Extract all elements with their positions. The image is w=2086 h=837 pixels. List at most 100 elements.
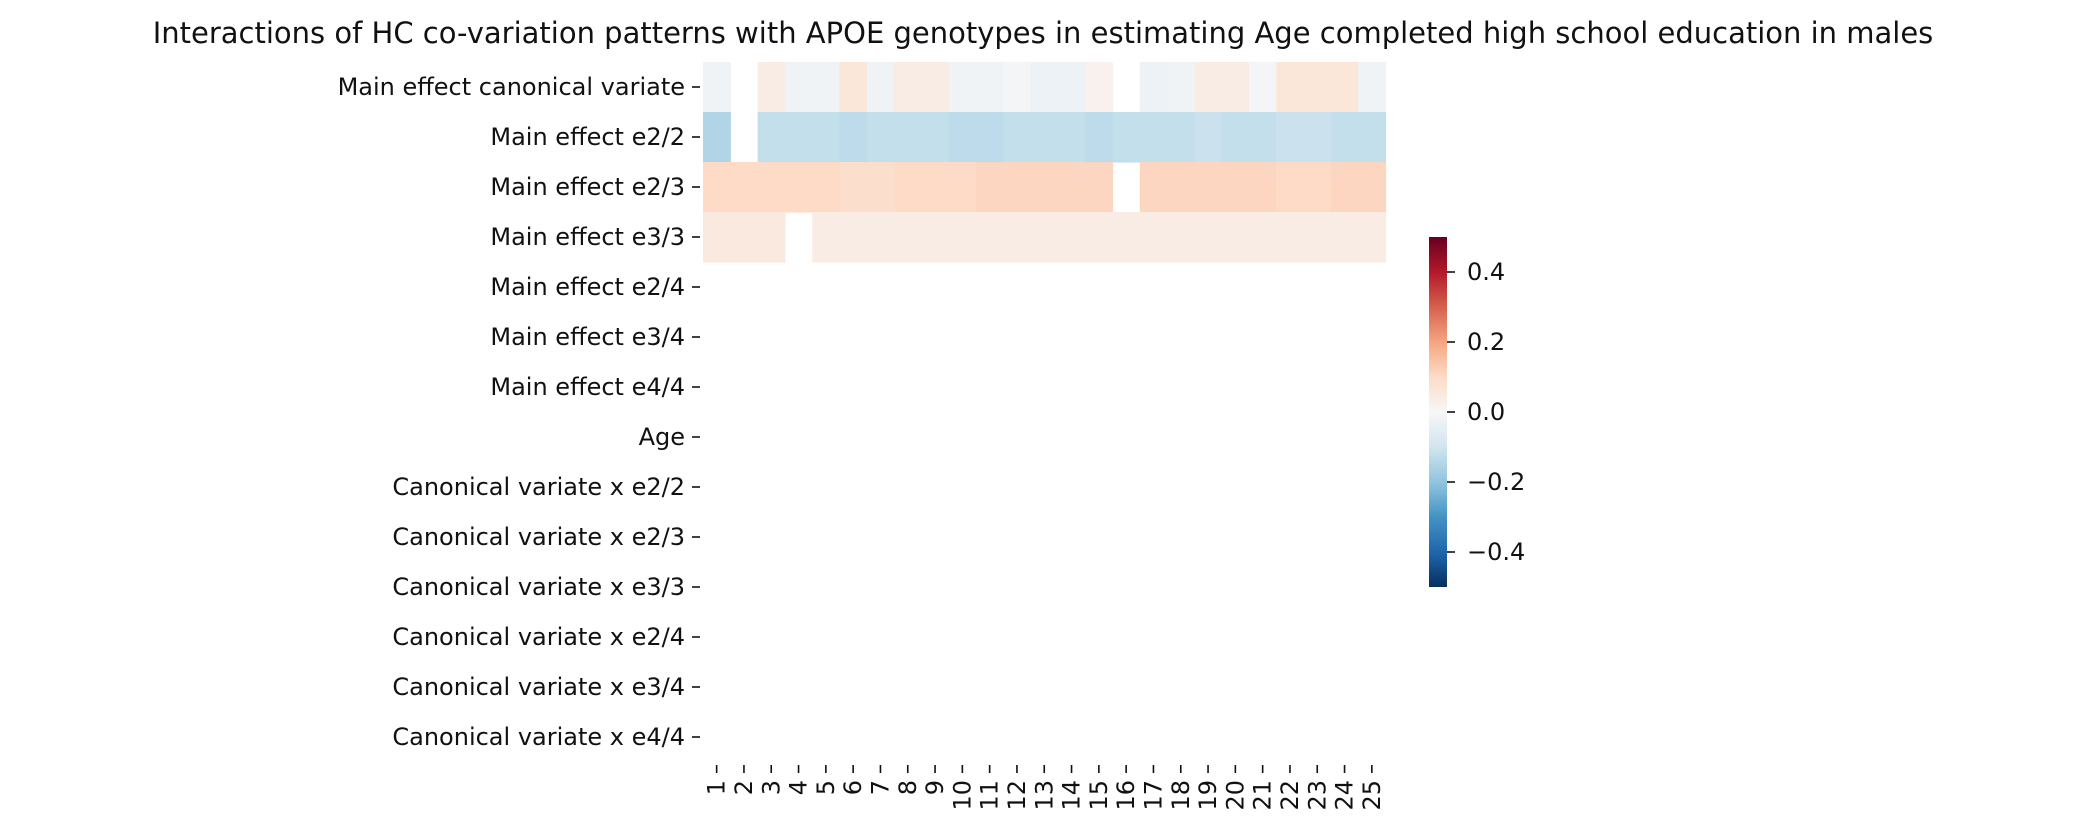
heatmap-cell <box>1276 162 1305 213</box>
heatmap-cell <box>812 62 841 113</box>
heatmap-cell <box>1249 162 1277 213</box>
heatmap-cell <box>1330 162 1359 213</box>
colorbar-tick-label: 0.2 <box>1467 328 1505 356</box>
heatmap-cell <box>921 62 950 113</box>
heatmap-cell <box>948 212 977 263</box>
row-label: Main effect e2/2 <box>490 123 685 151</box>
heatmap-cell <box>894 212 922 263</box>
column-label: 13 <box>1030 780 1058 811</box>
row-label: Main effect e2/3 <box>490 173 685 201</box>
heatmap-cell <box>1167 212 1195 263</box>
chart-title: Interactions of HC co-variation patterns… <box>152 16 1934 50</box>
heatmap-cell <box>1194 112 1223 163</box>
heatmap-cell <box>948 162 977 213</box>
heatmap-cell <box>1112 212 1141 263</box>
column-label: 21 <box>1249 780 1277 811</box>
heatmap-cell <box>839 112 868 163</box>
column-label: 17 <box>1139 780 1167 811</box>
heatmap-cell <box>1194 162 1223 213</box>
heatmap-cell <box>1003 162 1032 213</box>
heatmap-cell <box>1057 162 1086 213</box>
row-label: Main effect e3/3 <box>490 223 685 251</box>
colorbar-tick-label: 0.4 <box>1467 258 1505 286</box>
heatmap-cell <box>1003 212 1032 263</box>
column-label: 19 <box>1194 780 1222 811</box>
heatmap-cell <box>1030 162 1059 213</box>
heatmap-cell <box>1358 112 1387 163</box>
heatmap-cell <box>1276 212 1305 263</box>
heatmap-cell <box>1057 62 1086 113</box>
heatmap-cell <box>1085 162 1114 213</box>
heatmap-cell <box>784 62 813 113</box>
heatmap-cell <box>921 162 950 213</box>
heatmap-cell <box>703 162 731 213</box>
heatmap-cell <box>1030 62 1059 113</box>
heatmap-cell <box>1139 62 1168 113</box>
heatmap-cell <box>812 162 841 213</box>
heatmap-cell <box>784 162 813 213</box>
heatmap-cell <box>894 62 922 113</box>
column-label: 9 <box>921 780 949 795</box>
column-label: 11 <box>976 780 1004 811</box>
heatmap-cell <box>1085 112 1114 163</box>
row-label: Age <box>639 423 685 451</box>
row-label: Canonical variate x e2/4 <box>392 623 685 651</box>
heatmap-cell <box>730 212 759 263</box>
row-label: Main effect canonical variate <box>338 73 685 101</box>
heatmap-cell <box>1085 62 1114 113</box>
heatmap-cell <box>730 162 759 213</box>
column-label: 23 <box>1303 780 1331 811</box>
heatmap-cell <box>976 112 1004 163</box>
heatmap-cell <box>866 112 895 163</box>
row-label: Canonical variate x e2/2 <box>392 473 685 501</box>
heatmap-cell <box>921 112 950 163</box>
column-label: 12 <box>1003 780 1031 811</box>
heatmap-cell <box>1003 62 1032 113</box>
column-label: 20 <box>1221 780 1249 811</box>
row-label: Main effect e2/4 <box>490 273 685 301</box>
colorbar-tick-label: 0.0 <box>1467 398 1505 426</box>
heatmap-cell <box>1249 212 1277 263</box>
heatmap-cell <box>921 212 950 263</box>
heatmap-cell <box>1303 112 1332 163</box>
heatmap-cell <box>1139 212 1168 263</box>
heatmap-cell <box>1358 162 1387 213</box>
heatmap-cell <box>1167 62 1195 113</box>
row-label: Main effect e3/4 <box>490 323 685 351</box>
heatmap-cell <box>976 162 1004 213</box>
heatmap-cell <box>894 162 922 213</box>
column-label: 4 <box>785 780 813 795</box>
column-label: 18 <box>1167 780 1195 811</box>
heatmap-cell <box>1057 212 1086 263</box>
colorbar-tick-label: −0.2 <box>1467 468 1525 496</box>
column-label: 24 <box>1331 780 1359 811</box>
heatmap-cell <box>866 212 895 263</box>
heatmap-cell <box>757 62 786 113</box>
colorbar-bar <box>1429 237 1447 587</box>
heatmap-cell <box>1085 212 1114 263</box>
heatmap-cell <box>1358 212 1387 263</box>
heatmap-cell <box>839 62 868 113</box>
column-label: 16 <box>1112 780 1140 811</box>
column-label: 10 <box>948 780 976 811</box>
heatmap-cell <box>1221 62 1250 113</box>
heatmap-cell <box>1249 112 1277 163</box>
colorbar-tick-label: −0.4 <box>1467 538 1525 566</box>
heatmap-cell <box>1358 62 1387 113</box>
row-label: Canonical variate x e2/3 <box>392 523 685 551</box>
heatmap-cell <box>839 162 868 213</box>
heatmap-cell <box>866 162 895 213</box>
heatmap-cell <box>976 212 1004 263</box>
heatmap-cell <box>1030 212 1059 263</box>
heatmap-cell <box>1330 112 1359 163</box>
column-label: 22 <box>1276 780 1304 811</box>
heatmap-cell <box>1194 62 1223 113</box>
column-label: 7 <box>866 780 894 795</box>
heatmap-cell <box>839 212 868 263</box>
column-labels: 1 2 3 4 5 6 7 8 9 10 11 12 13 14 15 16 17 18 19 20 21 22 23 24 2… <box>703 765 1386 811</box>
row-labels: Main effect canonical variate Main effect… <box>338 73 700 751</box>
row-label: Main effect e4/4 <box>490 373 685 401</box>
heatmap-cell <box>1303 162 1332 213</box>
heatmap-cell <box>703 212 731 263</box>
column-label: 6 <box>839 780 867 795</box>
